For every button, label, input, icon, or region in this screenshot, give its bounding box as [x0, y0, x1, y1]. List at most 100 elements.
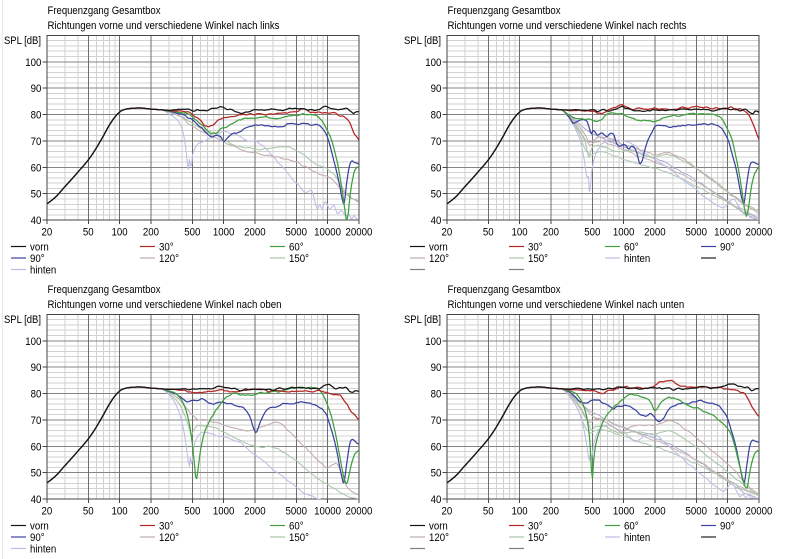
svg-text:SPL [dB]: SPL [dB] — [404, 35, 441, 47]
svg-text:Frequenzgang Gesamtbox: Frequenzgang Gesamtbox — [48, 5, 161, 17]
svg-text:120°: 120° — [429, 253, 449, 265]
svg-text:vorn: vorn — [429, 242, 448, 254]
svg-text:vorn: vorn — [30, 242, 49, 254]
svg-text:40: 40 — [431, 215, 442, 227]
svg-text:SPL [dB]: SPL [dB] — [4, 314, 41, 326]
svg-text:70: 70 — [31, 415, 42, 427]
svg-text:SPL [dB]: SPL [dB] — [404, 314, 441, 326]
svg-text:10000: 10000 — [314, 227, 341, 239]
svg-text:10000: 10000 — [314, 506, 341, 518]
svg-text:60: 60 — [431, 162, 442, 174]
svg-text:150°: 150° — [289, 532, 309, 544]
svg-text:20000: 20000 — [345, 506, 372, 518]
svg-text:50: 50 — [483, 506, 494, 518]
svg-text:Richtungen vorne und verschied: Richtungen vorne und verschiedene Winkel… — [48, 20, 280, 32]
svg-text:Richtungen vorne und verschied: Richtungen vorne und verschiedene Winkel… — [448, 20, 687, 32]
svg-text:10000: 10000 — [714, 227, 741, 239]
svg-text:50: 50 — [31, 189, 42, 201]
svg-text:20: 20 — [42, 506, 53, 518]
svg-text:hinten: hinten — [30, 544, 56, 556]
svg-text:70: 70 — [431, 415, 442, 427]
svg-text:90: 90 — [431, 362, 442, 374]
svg-text:30°: 30° — [528, 242, 543, 254]
svg-text:40: 40 — [431, 494, 442, 506]
svg-text:60°: 60° — [289, 521, 304, 533]
svg-text:40: 40 — [31, 494, 42, 506]
svg-text:Frequenzgang Gesamtbox: Frequenzgang Gesamtbox — [448, 5, 561, 17]
svg-text:2000: 2000 — [644, 227, 666, 239]
svg-text:150°: 150° — [289, 253, 309, 265]
svg-text:20: 20 — [42, 227, 53, 239]
svg-text:60: 60 — [31, 441, 42, 453]
svg-text:150°: 150° — [528, 253, 548, 265]
svg-text:80: 80 — [31, 110, 42, 122]
svg-text:Frequenzgang Gesamtbox: Frequenzgang Gesamtbox — [48, 284, 161, 296]
svg-text:Frequenzgang Gesamtbox: Frequenzgang Gesamtbox — [448, 284, 561, 296]
svg-text:30°: 30° — [159, 242, 174, 254]
svg-text:1000: 1000 — [213, 227, 235, 239]
svg-text:30°: 30° — [528, 521, 543, 533]
svg-text:90: 90 — [431, 83, 442, 95]
svg-text:90°: 90° — [720, 521, 735, 533]
svg-text:hinten: hinten — [30, 265, 56, 277]
svg-text:40: 40 — [31, 215, 42, 227]
svg-text:100: 100 — [112, 227, 128, 239]
svg-text:50: 50 — [83, 506, 94, 518]
svg-text:SPL [dB]: SPL [dB] — [4, 35, 41, 47]
svg-text:1000: 1000 — [613, 227, 635, 239]
svg-text:60°: 60° — [624, 242, 639, 254]
svg-text:100: 100 — [425, 57, 441, 69]
svg-text:90°: 90° — [30, 532, 45, 544]
svg-text:100: 100 — [25, 336, 41, 348]
svg-text:5000: 5000 — [686, 506, 708, 518]
svg-text:200: 200 — [143, 506, 159, 518]
svg-text:100: 100 — [512, 506, 528, 518]
svg-text:100: 100 — [25, 57, 41, 69]
svg-text:1000: 1000 — [213, 506, 235, 518]
svg-text:70: 70 — [31, 136, 42, 148]
svg-text:90: 90 — [31, 362, 42, 374]
svg-text:60°: 60° — [289, 242, 304, 254]
svg-text:10000: 10000 — [714, 506, 741, 518]
svg-text:2000: 2000 — [644, 506, 666, 518]
svg-text:500: 500 — [184, 506, 200, 518]
svg-text:2000: 2000 — [244, 227, 266, 239]
svg-text:90°: 90° — [720, 242, 735, 254]
svg-text:60: 60 — [431, 441, 442, 453]
svg-text:200: 200 — [543, 227, 559, 239]
svg-text:200: 200 — [543, 506, 559, 518]
svg-text:1000: 1000 — [613, 506, 635, 518]
svg-text:500: 500 — [584, 506, 600, 518]
svg-text:50: 50 — [483, 227, 494, 239]
svg-text:80: 80 — [431, 389, 442, 401]
svg-text:20000: 20000 — [745, 506, 772, 518]
svg-text:Richtungen vorne und verschied: Richtungen vorne und verschiedene Winkel… — [448, 299, 685, 311]
svg-text:20: 20 — [442, 506, 453, 518]
svg-text:70: 70 — [431, 136, 442, 148]
svg-text:80: 80 — [31, 389, 42, 401]
svg-text:500: 500 — [584, 227, 600, 239]
svg-text:90: 90 — [31, 83, 42, 95]
svg-text:100: 100 — [512, 227, 528, 239]
svg-text:120°: 120° — [159, 532, 179, 544]
svg-text:2000: 2000 — [244, 506, 266, 518]
svg-text:80: 80 — [431, 110, 442, 122]
svg-text:150°: 150° — [528, 532, 548, 544]
svg-text:100: 100 — [112, 506, 128, 518]
svg-text:50: 50 — [83, 227, 94, 239]
svg-text:120°: 120° — [429, 532, 449, 544]
svg-text:20: 20 — [442, 227, 453, 239]
svg-text:120°: 120° — [159, 253, 179, 265]
svg-text:50: 50 — [31, 468, 42, 480]
svg-text:hinten: hinten — [624, 532, 650, 544]
svg-text:Richtungen vorne und verschied: Richtungen vorne und verschiedene Winkel… — [48, 299, 282, 311]
svg-text:30°: 30° — [159, 521, 174, 533]
svg-text:200: 200 — [143, 227, 159, 239]
svg-text:50: 50 — [431, 189, 442, 201]
svg-text:60: 60 — [31, 162, 42, 174]
svg-text:5000: 5000 — [686, 227, 708, 239]
svg-text:5000: 5000 — [286, 227, 308, 239]
svg-text:500: 500 — [184, 227, 200, 239]
svg-text:50: 50 — [431, 468, 442, 480]
svg-text:20000: 20000 — [345, 227, 372, 239]
